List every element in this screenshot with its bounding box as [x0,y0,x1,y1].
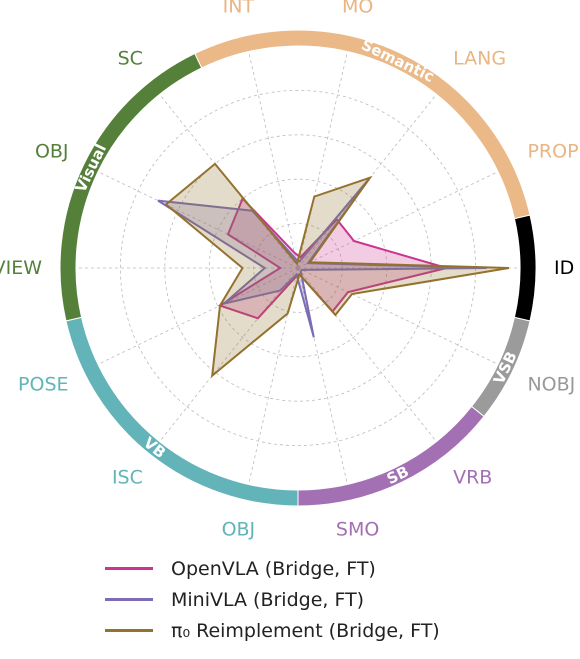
ring-segment-sb [297,405,485,507]
grid-spoke-int-4 [248,51,299,269]
group-label-vsb: VSB [490,349,521,387]
axis-label-smo-11: SMO [336,518,379,540]
axis-labels: ID PROP LANG MO INT SC OBJ VIEW POSE ISC OBJ SMO VRB… [0,0,579,540]
grid-spoke-obj-6 [97,171,299,269]
legend: OpenVLA (Bridge, FT) MiniVLA (Bridge, FT… [105,553,440,646]
grid-spoke-isc-9 [159,267,299,442]
ring-segment-vb [65,316,299,507]
axis-label-view-7: VIEW [0,257,42,279]
legend-label-openvla: OpenVLA (Bridge, FT) [171,557,376,580]
axis-label-int-4: INT [223,0,255,18]
group-label-semantic: Semantic [358,36,437,86]
series-area-minivla-bridge-ft [157,177,487,338]
grid-spoke-vrb-12 [297,267,437,442]
grid-spoke-pose-8 [97,267,299,365]
legend-item-pi0: π₀ Reimplement (Bridge, FT) [105,615,440,646]
axis-label-nobj-13: NOBJ [527,373,575,395]
legend-item-minivla: MiniVLA (Bridge, FT) [105,584,440,615]
axis-label-pose-8: POSE [18,373,68,395]
axis-label-isc-9: ISC [112,467,143,489]
axis-label-mo-3: MO [342,0,373,18]
ring-segment-vsb [470,316,531,418]
legend-label-minivla: MiniVLA (Bridge, FT) [171,588,365,611]
legend-swatch-pi0 [105,629,153,632]
grid-spoke-nobj-13 [297,267,499,365]
legend-label-pi0: π₀ Reimplement (Bridge, FT) [171,619,440,642]
grid-spoke-prop-1 [297,171,499,269]
axis-label-obj-10: OBJ [222,518,256,540]
axis-label-vrb-12: VRB [453,467,492,489]
legend-item-openvla: OpenVLA (Bridge, FT) [105,553,440,584]
axis-label-obj-6: OBJ [35,141,69,163]
ring-segment-id [513,214,537,322]
axis-label-sc-5: SC [118,47,143,69]
axis-label-lang-2: LANG [453,47,506,69]
grid-spoke-mo-3 [297,51,348,269]
grid-ring-2 [208,178,388,358]
legend-swatch-openvla [105,567,153,570]
legend-swatch-minivla [105,598,153,601]
axis-label-prop-1: PROP [527,141,578,163]
group-label-visual: Visual [72,141,110,195]
axis-label-id-0: ID [554,257,574,279]
series-layer [157,162,510,378]
series-area-reimplement-bridge-ft [164,162,510,378]
